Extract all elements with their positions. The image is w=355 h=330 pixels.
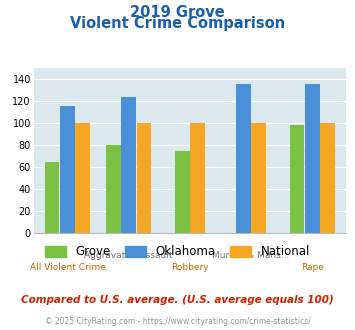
Bar <box>290 125 305 233</box>
Text: Aggravated Assault: Aggravated Assault <box>84 251 173 260</box>
Bar <box>137 123 151 233</box>
Text: All Violent Crime: All Violent Crime <box>29 263 105 272</box>
Bar <box>60 106 75 233</box>
Bar <box>305 84 320 233</box>
Bar <box>190 123 205 233</box>
Bar <box>45 162 59 233</box>
Bar <box>251 123 266 233</box>
Bar <box>321 123 335 233</box>
Bar <box>75 123 90 233</box>
Bar <box>175 151 190 233</box>
Text: Compared to U.S. average. (U.S. average equals 100): Compared to U.S. average. (U.S. average … <box>21 295 334 305</box>
Text: © 2025 CityRating.com - https://www.cityrating.com/crime-statistics/: © 2025 CityRating.com - https://www.city… <box>45 317 310 326</box>
Bar <box>106 145 121 233</box>
Text: Violent Crime Comparison: Violent Crime Comparison <box>70 16 285 30</box>
Bar <box>121 97 136 233</box>
Legend: Grove, Oklahoma, National: Grove, Oklahoma, National <box>40 241 315 263</box>
Text: Murder & Mans...: Murder & Mans... <box>213 251 290 260</box>
Bar <box>236 84 251 233</box>
Text: 2019 Grove: 2019 Grove <box>130 5 225 20</box>
Text: Rape: Rape <box>301 263 324 272</box>
Text: Robbery: Robbery <box>171 263 209 272</box>
